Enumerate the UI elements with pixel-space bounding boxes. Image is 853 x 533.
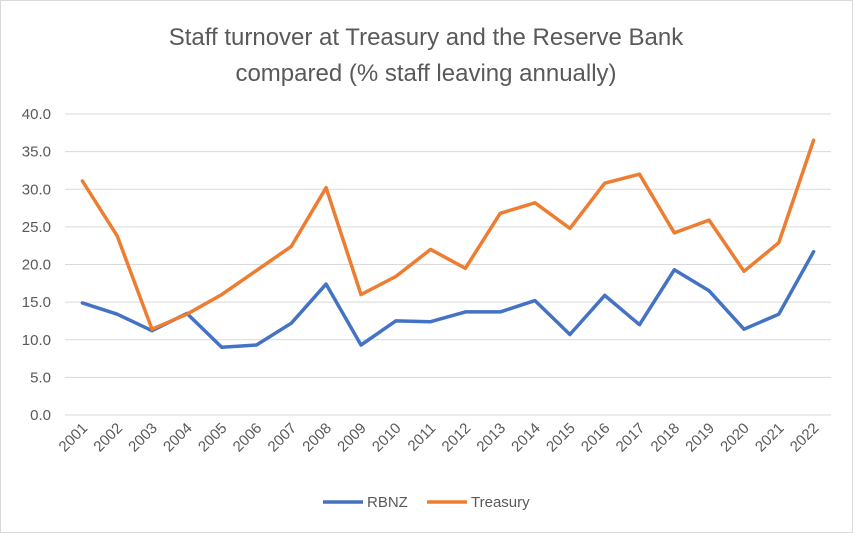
data-point-rbnz bbox=[255, 343, 258, 347]
x-tick-label: 2007 bbox=[265, 420, 301, 456]
data-point-treasury bbox=[359, 293, 363, 297]
data-point-treasury bbox=[568, 226, 572, 230]
data-point-treasury bbox=[80, 179, 84, 183]
data-point-rbnz bbox=[359, 343, 363, 347]
data-point-rbnz bbox=[498, 310, 502, 314]
data-point-rbnz bbox=[324, 282, 328, 286]
y-tick-label: 15.0 bbox=[22, 294, 51, 311]
data-point-rbnz bbox=[568, 332, 572, 336]
y-tick-label: 30.0 bbox=[22, 181, 51, 198]
y-tick-label: 5.0 bbox=[30, 369, 51, 386]
y-tick-label: 40.0 bbox=[22, 106, 51, 123]
data-point-treasury bbox=[324, 186, 328, 190]
data-point-treasury bbox=[533, 201, 537, 205]
data-point-rbnz bbox=[707, 289, 711, 293]
data-point-treasury bbox=[150, 327, 154, 331]
x-tick-label: 2011 bbox=[405, 420, 440, 455]
data-point-rbnz bbox=[638, 323, 641, 327]
data-point-rbnz bbox=[812, 250, 816, 254]
chart-title-line-1: Staff turnover at Treasury and the Reser… bbox=[169, 24, 685, 51]
x-tick-label: 2016 bbox=[578, 420, 614, 456]
data-point-treasury bbox=[429, 247, 433, 251]
data-point-rbnz bbox=[672, 268, 676, 272]
data-point-treasury bbox=[115, 234, 119, 238]
x-tick-label: 2017 bbox=[613, 420, 649, 456]
x-tick-label: 2001 bbox=[56, 420, 92, 456]
data-point-treasury bbox=[603, 181, 607, 185]
y-tick-label: 35.0 bbox=[22, 144, 51, 161]
data-point-rbnz bbox=[394, 319, 398, 323]
chart-title: Staff turnover at Treasury and the Reser… bbox=[169, 24, 685, 87]
y-tick-label: 10.0 bbox=[22, 332, 51, 349]
y-tick-label: 20.0 bbox=[22, 257, 51, 274]
x-tick-label: 2015 bbox=[543, 420, 579, 456]
data-point-treasury bbox=[220, 293, 224, 297]
data-point-treasury bbox=[498, 211, 502, 215]
x-tick-label: 2018 bbox=[648, 420, 684, 456]
series-line-rbnz bbox=[80, 249, 816, 350]
data-point-treasury bbox=[638, 172, 641, 176]
data-point-rbnz bbox=[289, 321, 293, 325]
x-tick-label: 2003 bbox=[125, 420, 161, 456]
data-point-treasury bbox=[463, 266, 467, 270]
gridlines bbox=[65, 113, 831, 416]
x-tick-label: 2009 bbox=[334, 420, 370, 456]
data-point-treasury bbox=[255, 269, 258, 273]
x-tick-label: 2012 bbox=[439, 420, 475, 456]
x-axis-tick-labels: 2001 2002 2003 2004 2005 2006 2007 2008 2009 2010… bbox=[56, 420, 823, 456]
x-tick-label: 2004 bbox=[160, 420, 196, 456]
x-tick-label: 2021 bbox=[752, 420, 788, 456]
data-point-rbnz bbox=[742, 327, 746, 331]
data-point-treasury bbox=[394, 275, 398, 279]
data-point-rbnz bbox=[533, 299, 537, 303]
y-tick-label: 25.0 bbox=[22, 219, 51, 236]
x-tick-label: 2014 bbox=[508, 420, 544, 456]
x-tick-label: 2020 bbox=[717, 420, 753, 456]
data-point-rbnz bbox=[463, 310, 467, 314]
data-point-treasury bbox=[185, 312, 189, 316]
x-tick-label: 2010 bbox=[369, 420, 405, 456]
data-point-rbnz bbox=[80, 301, 84, 305]
x-tick-label: 2008 bbox=[299, 420, 335, 456]
x-tick-label: 2019 bbox=[682, 420, 718, 456]
y-tick-label: 0.0 bbox=[30, 407, 51, 424]
data-point-treasury bbox=[672, 231, 676, 235]
chart-title-line-2: compared (% staff leaving annually) bbox=[235, 60, 616, 87]
x-tick-label: 2022 bbox=[787, 420, 823, 456]
data-point-rbnz bbox=[777, 312, 781, 316]
x-tick-label: 2002 bbox=[90, 420, 126, 456]
data-point-rbnz bbox=[115, 312, 119, 316]
data-point-treasury bbox=[742, 269, 746, 273]
series-lines bbox=[80, 138, 816, 350]
data-point-treasury bbox=[812, 138, 816, 142]
legend-label-rbnz: RBNZ bbox=[367, 494, 408, 511]
data-point-treasury bbox=[289, 244, 293, 248]
y-axis-tick-labels: 0.0 5.0 10.0 15.0 20.0 25.0 30.0 35.0 40.0 bbox=[22, 106, 51, 424]
x-tick-label: 2006 bbox=[230, 420, 266, 456]
data-point-treasury bbox=[777, 241, 781, 245]
legend-label-treasury: Treasury bbox=[471, 494, 530, 511]
x-tick-label: 2005 bbox=[195, 420, 231, 456]
legend: RBNZ Treasury bbox=[323, 494, 530, 511]
data-point-treasury bbox=[707, 218, 711, 222]
series-line-treasury bbox=[80, 138, 816, 331]
x-tick-label: 2013 bbox=[473, 420, 509, 456]
data-point-rbnz bbox=[220, 345, 224, 349]
data-point-rbnz bbox=[429, 320, 433, 324]
data-point-rbnz bbox=[603, 293, 607, 297]
